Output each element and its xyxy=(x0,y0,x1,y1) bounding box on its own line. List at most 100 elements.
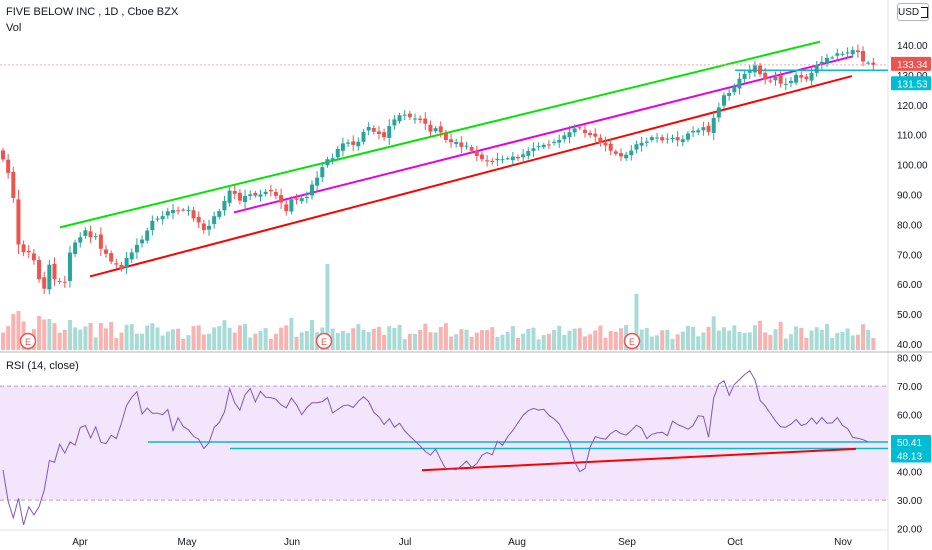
candle-body xyxy=(376,131,381,134)
candle-body xyxy=(253,192,258,196)
candle-body xyxy=(392,119,397,126)
volume-bar xyxy=(768,334,773,350)
volume-bar xyxy=(366,332,371,350)
candle-body xyxy=(835,53,840,56)
rsi-title[interactable]: RSI (14, close) xyxy=(6,360,79,372)
currency-label: USD xyxy=(898,6,920,18)
volume-bar xyxy=(778,321,783,350)
volume-bar xyxy=(248,337,253,350)
candle-body xyxy=(227,190,232,203)
candle-body xyxy=(196,216,201,223)
candle-body xyxy=(310,184,314,196)
candle-body xyxy=(299,198,304,202)
volume-bar xyxy=(861,324,866,350)
rsi-series-line xyxy=(2,370,869,526)
candle-body xyxy=(150,220,155,231)
candle-body xyxy=(104,249,108,254)
currency-bracket-icon xyxy=(921,6,928,18)
rsi-axis-tick-label: 20.00 xyxy=(897,525,922,536)
volume-bar xyxy=(562,334,567,350)
candle-body xyxy=(479,154,484,160)
volume-bar xyxy=(619,328,623,350)
volume-bar xyxy=(155,327,160,350)
volume-bar xyxy=(655,335,660,350)
candle-body xyxy=(73,242,78,254)
candle-body xyxy=(510,156,515,161)
volume-bar xyxy=(490,327,495,350)
candle-body xyxy=(109,253,114,262)
volume-bar xyxy=(552,330,557,350)
volume-bar xyxy=(752,325,757,350)
volume-bar xyxy=(73,327,78,350)
candle-body xyxy=(418,118,423,120)
volume-bar xyxy=(598,325,603,350)
candle-body xyxy=(716,107,721,118)
candle-body xyxy=(526,150,531,156)
volume-bar xyxy=(217,326,222,350)
candle-body xyxy=(562,135,567,140)
volume-bar xyxy=(557,325,562,350)
volume-bar xyxy=(1,332,5,350)
volume-bar xyxy=(227,327,232,350)
volume-bar xyxy=(531,327,536,350)
exchange-label: Cboe BZX xyxy=(127,6,179,18)
candle-body xyxy=(552,141,557,143)
volume-bar xyxy=(346,332,351,350)
candle-body xyxy=(516,156,520,159)
volume-bar xyxy=(57,332,62,350)
candle-body xyxy=(825,57,829,63)
volume-bar xyxy=(871,338,876,350)
volume-bar xyxy=(660,330,665,350)
volume-bar xyxy=(541,335,546,350)
volume-bar xyxy=(758,320,763,350)
candle-body xyxy=(500,159,505,161)
candle-body xyxy=(438,126,443,133)
volume-bar xyxy=(104,328,108,350)
volume-bar xyxy=(98,323,103,350)
candle-body xyxy=(284,204,289,212)
price-axis-tick-label: 120.00 xyxy=(897,101,928,112)
volume-bar xyxy=(737,331,742,350)
candle-body xyxy=(799,75,804,78)
candle-body xyxy=(464,145,469,147)
volume-bar xyxy=(505,331,510,350)
volume-bar xyxy=(449,336,454,350)
volume-bar xyxy=(237,325,242,350)
candle-body xyxy=(222,201,227,211)
volume-bar xyxy=(160,335,165,350)
volume-bar xyxy=(268,338,273,350)
volume-bar xyxy=(546,333,551,350)
volume-bar xyxy=(212,327,217,350)
price-axis-tick-label: 80.00 xyxy=(897,220,922,231)
volume-bar xyxy=(716,330,721,350)
candle-body xyxy=(201,223,206,231)
time-axis-tick-label: May xyxy=(178,537,197,548)
volume-bar xyxy=(691,326,696,350)
volume-bar xyxy=(140,333,145,350)
candle-body xyxy=(325,159,330,166)
candle-body xyxy=(706,125,711,132)
candle-body xyxy=(665,138,670,140)
volume-bar xyxy=(428,332,433,350)
volume-label[interactable]: Vol xyxy=(6,22,22,34)
currency-button[interactable]: USD xyxy=(897,3,929,21)
candle-body xyxy=(685,133,690,140)
volume-bar xyxy=(500,334,505,350)
volume-bar xyxy=(176,328,181,350)
candle-body xyxy=(582,129,587,133)
candle-body xyxy=(170,209,175,214)
volume-bar xyxy=(438,326,443,350)
candle-body xyxy=(469,147,474,151)
candle-body xyxy=(783,83,788,85)
candle-body xyxy=(459,142,464,147)
candle-body xyxy=(351,141,356,145)
volume-bar xyxy=(665,330,670,350)
symbol-title[interactable]: FIVE BELOW INC, 1D, Cboe BZX xyxy=(6,6,178,18)
volume-bar xyxy=(284,325,289,350)
candle-body xyxy=(577,127,582,129)
volume-bar xyxy=(134,333,139,350)
volume-bar xyxy=(783,338,788,350)
candle-body xyxy=(572,128,577,133)
